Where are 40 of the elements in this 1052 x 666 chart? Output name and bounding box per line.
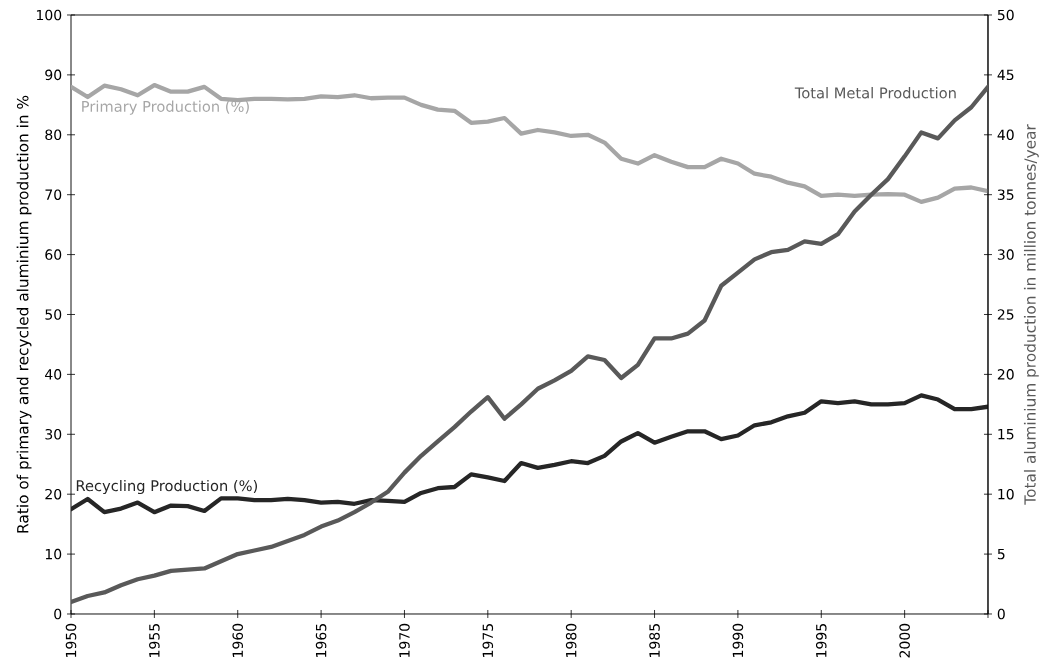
y-tick-label: 50	[45, 309, 62, 320]
y-tick-label: 60	[45, 249, 62, 260]
y-axis-title: Ratio of primary and recycled aluminium production in %	[16, 95, 32, 533]
y2-tick-label: 45	[997, 69, 1014, 81]
series-label: Total Metal Production	[794, 87, 956, 99]
x-tick-label: 1955	[149, 624, 160, 657]
y-tick-label: 20	[45, 488, 62, 500]
x-tick-label: 1995	[815, 624, 827, 657]
y-tick-label: 90	[45, 69, 62, 81]
x-tick-label: 1980	[565, 623, 577, 657]
y-tick-label: 30	[45, 428, 62, 440]
y-tick-label: 100	[36, 9, 62, 21]
y2-tick-label: 50	[997, 9, 1014, 21]
x-tick-label: 1965	[315, 624, 327, 657]
x-tick-label: 1990	[732, 623, 744, 657]
y-tick-label: 80	[45, 129, 62, 141]
y2-tick-label: 25	[997, 309, 1014, 320]
y-tick-label: 0	[54, 608, 62, 620]
y2-tick-label: 20	[997, 369, 1014, 380]
y2-axis-title: Total aluminium production in million tonnes/year	[1023, 124, 1039, 505]
line-series	[71, 82, 988, 205]
x-tick-label: 1960	[232, 623, 244, 657]
x-tick-label: 1970	[399, 623, 410, 657]
y2-tick-label: 5	[997, 548, 1005, 560]
y2-tick-label: 40	[997, 129, 1014, 141]
y2-tick-label: 15	[998, 429, 1014, 440]
x-tick-label: 1985	[649, 624, 660, 657]
line-series	[71, 393, 988, 515]
y-tick-label: 40	[45, 369, 62, 380]
y2-tick-label: 35	[997, 189, 1014, 200]
y2-tick-label: 10	[998, 488, 1014, 500]
y-tick-label: 10	[45, 548, 62, 560]
series-label: Recycling Production (%)	[76, 479, 258, 495]
y2-tick-label: 0	[997, 608, 1005, 620]
series-label: Primary Production (%)	[82, 100, 249, 115]
y2-tick-label: 30	[997, 249, 1014, 260]
x-tick-label: 1975	[482, 624, 494, 657]
x-tick-label: 1950	[65, 623, 77, 657]
y-tick-label: 70	[45, 189, 62, 200]
x-tick-label: 2000	[899, 623, 910, 658]
